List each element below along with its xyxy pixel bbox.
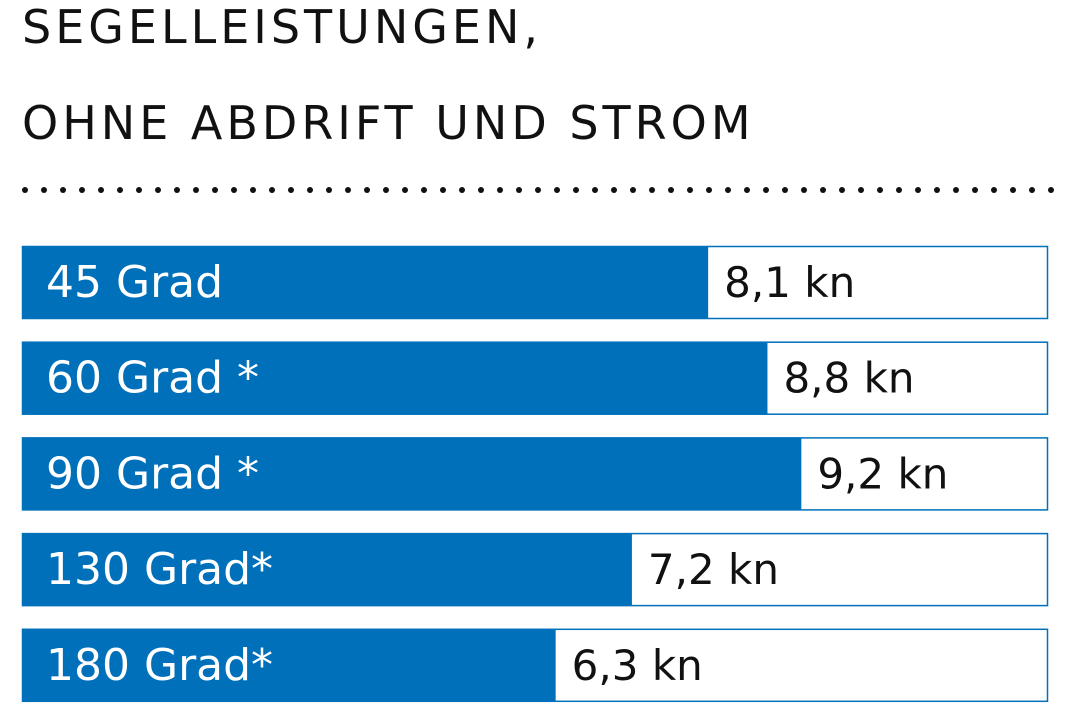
divider-dot [98, 187, 104, 193]
bar-row: 60 Grad * 8,8 kn [21, 341, 1049, 415]
bar-row: 180 Grad* 6,3 kn [21, 628, 1049, 703]
divider-dot [554, 187, 560, 193]
divider-dot [1029, 187, 1035, 193]
divider-dot [877, 187, 883, 193]
divider-dot [991, 187, 997, 193]
divider-dot [136, 187, 142, 193]
divider-dot [421, 187, 427, 193]
divider-dot [41, 187, 47, 193]
value-label: 7,2 kn [648, 545, 779, 594]
divider-dot [725, 187, 731, 193]
divider-dot [459, 187, 465, 193]
divider-dot [155, 187, 161, 193]
divider-dot [763, 187, 769, 193]
divider-dot [1010, 187, 1016, 193]
bar [22, 533, 632, 607]
divider-dot [516, 187, 522, 193]
bar-row: 45 Grad 8,1 kn [21, 245, 1049, 320]
dotted-divider [22, 187, 1054, 193]
divider-dot [22, 187, 28, 193]
value-label: 8,8 kn [783, 354, 914, 403]
divider-dot [60, 187, 66, 193]
divider-dot [839, 187, 845, 193]
divider-dot [269, 187, 275, 193]
category-label: 60 Grad * [46, 353, 259, 404]
divider-dot [972, 187, 978, 193]
divider-dot [668, 187, 674, 193]
divider-dot [630, 187, 636, 193]
divider-dot [820, 187, 826, 193]
divider-dot [231, 187, 237, 193]
divider-dot [535, 187, 541, 193]
divider-dot [858, 187, 864, 193]
category-label: 90 Grad * [46, 448, 259, 499]
divider-dot [364, 187, 370, 193]
category-label: 130 Grad* [46, 544, 273, 595]
divider-dot [915, 187, 921, 193]
value-label: 9,2 kn [817, 449, 948, 498]
divider-dot [440, 187, 446, 193]
divider-dot [1048, 187, 1054, 193]
bar [22, 246, 709, 319]
divider-dot [174, 187, 180, 193]
category-label: 180 Grad* [46, 640, 273, 691]
chart-title-line-2: OHNE ABDRIFT UND STROM [22, 96, 755, 150]
bar [22, 341, 768, 415]
divider-dot [592, 187, 598, 193]
divider-dot [307, 187, 313, 193]
divider-dot [934, 187, 940, 193]
bar [22, 628, 556, 702]
divider-dot [326, 187, 332, 193]
divider-dot [193, 187, 199, 193]
bar-row: 130 Grad* 7,2 kn [21, 532, 1049, 607]
divider-dot [896, 187, 902, 193]
divider-dot [212, 187, 218, 193]
divider-dot [383, 187, 389, 193]
divider-dot [497, 187, 503, 193]
divider-dot [953, 187, 959, 193]
divider-dot [687, 187, 693, 193]
divider-dot [402, 187, 408, 193]
divider-dot [345, 187, 351, 193]
divider-dot [706, 187, 712, 193]
divider-dot [117, 187, 123, 193]
category-label: 45 Grad [46, 257, 223, 308]
divider-dot [250, 187, 256, 193]
divider-dot [649, 187, 655, 193]
divider-dot [744, 187, 750, 193]
divider-dot [611, 187, 617, 193]
value-label: 6,3 kn [572, 641, 703, 690]
divider-dot [79, 187, 85, 193]
bar-row: 90 Grad * 9,2 kn [21, 437, 1049, 511]
bar [22, 437, 802, 511]
divider-dot [288, 187, 294, 193]
divider-dot [478, 187, 484, 193]
divider-dot [573, 187, 579, 193]
divider-dot [801, 187, 807, 193]
divider-dot [782, 187, 788, 193]
chart-title-line-1: SEGELLEISTUNGEN, [22, 0, 542, 54]
value-label: 8,1 kn [724, 258, 855, 307]
